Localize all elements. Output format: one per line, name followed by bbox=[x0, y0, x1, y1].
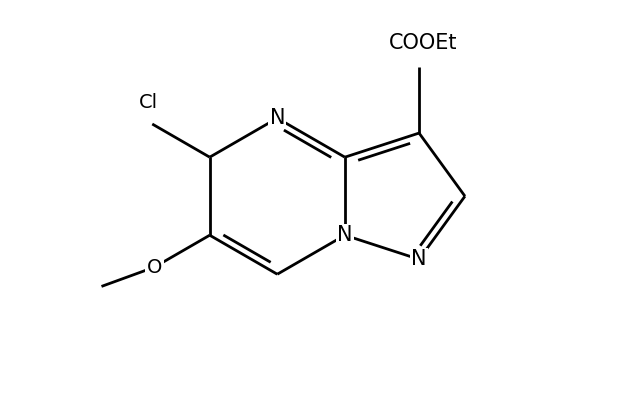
Text: N: N bbox=[337, 225, 353, 245]
Text: Cl: Cl bbox=[139, 93, 158, 112]
Text: N: N bbox=[412, 249, 427, 269]
Text: N: N bbox=[270, 108, 285, 128]
Text: COOEt: COOEt bbox=[389, 33, 457, 53]
Text: O: O bbox=[147, 258, 162, 277]
